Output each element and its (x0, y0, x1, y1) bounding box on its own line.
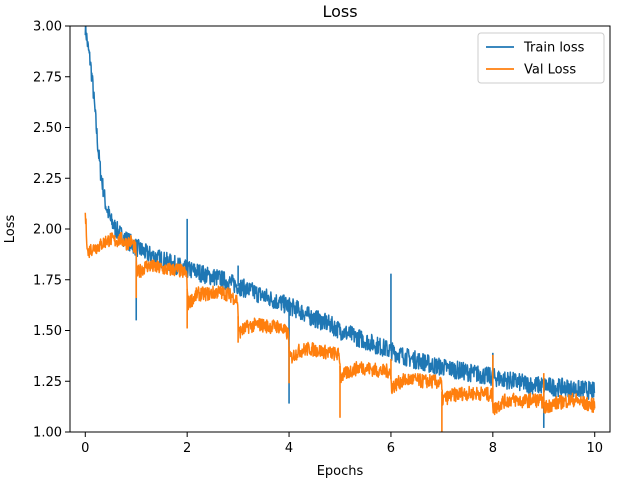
chart-title: Loss (322, 2, 357, 21)
legend: Train loss Val Loss (477, 32, 605, 84)
x-tick-label: 4 (285, 441, 293, 456)
x-tick-label: 10 (586, 441, 603, 456)
series-line (84, 26, 596, 400)
x-tick-label: 2 (183, 441, 191, 456)
y-tick-label: 1.25 (33, 375, 62, 390)
plot-area: 0 2 4 6 8 10 1.00 1.25 1.50 1.75 2.00 2.25 2.50 2.75… (33, 20, 611, 456)
y-tick-label: 1.75 (33, 273, 62, 288)
y-tick-label: 2.50 (33, 121, 62, 136)
x-axis-label: Epochs (317, 464, 364, 479)
x-axis: 0 2 4 6 8 10 (81, 432, 603, 456)
y-tick-label: 2.00 (33, 223, 62, 238)
y-tick-label: 2.25 (33, 172, 62, 187)
series-val-loss (84, 212, 596, 432)
legend-box (477, 32, 605, 84)
series-line (84, 212, 596, 416)
series-layer (84, 26, 596, 432)
legend-label: Train loss (523, 41, 585, 56)
y-tick-label: 1.50 (33, 324, 62, 339)
y-axis: 1.00 1.25 1.50 1.75 2.00 2.25 2.50 2.75 3.00 (33, 20, 70, 441)
y-tick-label: 3.00 (33, 20, 62, 35)
x-tick-label: 6 (387, 441, 395, 456)
x-tick-label: 0 (81, 441, 89, 456)
legend-label: Val Loss (524, 63, 576, 78)
y-tick-label: 2.75 (33, 70, 62, 85)
y-axis-label: Loss (3, 215, 18, 244)
y-tick-label: 1.00 (33, 426, 62, 441)
x-tick-label: 8 (489, 441, 497, 456)
